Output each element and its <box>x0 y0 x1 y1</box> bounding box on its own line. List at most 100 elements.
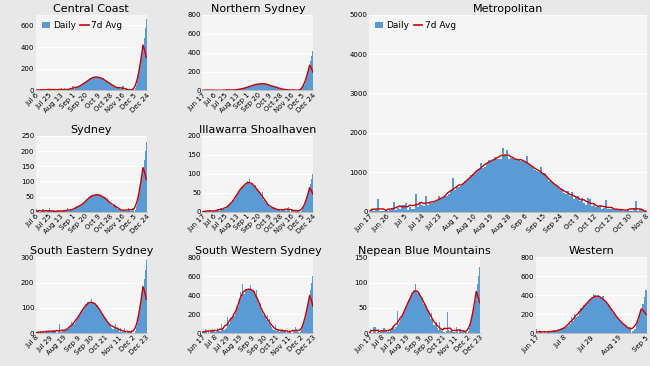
Bar <box>399 209 401 212</box>
Bar <box>575 197 577 212</box>
Bar <box>255 290 257 333</box>
Bar <box>260 84 261 90</box>
Bar <box>127 211 128 212</box>
Bar <box>560 330 561 333</box>
Bar <box>107 322 108 333</box>
Bar <box>429 315 430 333</box>
Bar <box>92 196 94 212</box>
Bar <box>378 329 379 333</box>
Bar <box>281 89 282 90</box>
Bar <box>417 207 419 212</box>
Bar <box>109 84 110 90</box>
Bar <box>238 306 239 333</box>
Bar <box>396 208 399 212</box>
Bar <box>84 83 86 90</box>
Bar <box>227 205 228 212</box>
Bar <box>221 324 222 333</box>
Bar <box>464 181 466 212</box>
Bar <box>400 320 401 333</box>
Bar <box>265 316 266 333</box>
Bar <box>242 186 244 212</box>
Bar <box>98 195 99 212</box>
Bar <box>277 87 278 90</box>
Title: Central Coast: Central Coast <box>53 4 129 14</box>
Bar <box>76 206 77 212</box>
Bar <box>78 315 79 333</box>
Bar <box>419 203 421 212</box>
Bar <box>637 211 639 212</box>
Bar <box>545 177 547 212</box>
Bar <box>265 83 266 90</box>
Bar <box>522 160 524 212</box>
Bar <box>67 208 68 212</box>
Bar <box>457 329 458 333</box>
Bar <box>286 210 287 212</box>
Bar <box>137 202 138 212</box>
Bar <box>307 74 308 90</box>
Bar <box>561 328 563 333</box>
Bar <box>70 326 72 333</box>
Bar <box>288 332 289 333</box>
Bar <box>311 56 313 90</box>
Bar <box>210 330 211 333</box>
Bar <box>640 310 642 333</box>
Bar <box>271 326 272 333</box>
Bar <box>244 185 246 212</box>
Bar <box>443 332 445 333</box>
Bar <box>422 206 424 212</box>
Bar <box>241 187 242 212</box>
Bar <box>384 328 385 333</box>
Bar <box>406 307 407 333</box>
Bar <box>213 211 215 212</box>
Bar <box>590 300 592 333</box>
Bar <box>64 330 66 333</box>
Bar <box>298 211 299 212</box>
Bar <box>292 89 294 90</box>
Bar <box>257 189 258 212</box>
Bar <box>541 173 543 212</box>
Bar <box>401 205 403 212</box>
Bar <box>306 200 307 212</box>
Bar <box>421 205 422 212</box>
Bar <box>463 331 465 333</box>
Bar <box>220 331 221 333</box>
Bar <box>301 211 302 212</box>
Bar <box>274 209 276 212</box>
Bar <box>300 332 301 333</box>
Bar <box>78 87 79 90</box>
Bar <box>247 181 248 212</box>
Bar <box>261 197 263 212</box>
Bar <box>586 303 588 333</box>
Bar <box>136 206 137 212</box>
Bar <box>607 305 608 333</box>
Bar <box>124 211 125 212</box>
Bar <box>66 330 67 333</box>
Bar <box>276 330 277 333</box>
Bar <box>490 161 492 212</box>
Bar <box>55 211 56 212</box>
Bar <box>227 317 228 333</box>
Bar <box>248 87 249 90</box>
Bar <box>205 330 207 333</box>
Bar <box>48 89 49 90</box>
Bar <box>402 315 404 333</box>
Bar <box>288 207 289 212</box>
Bar <box>235 198 236 212</box>
Bar <box>287 208 288 212</box>
Bar <box>89 79 90 90</box>
Bar <box>86 200 87 212</box>
Bar <box>460 186 462 212</box>
Bar <box>237 306 238 333</box>
Bar <box>94 77 95 90</box>
Bar <box>543 173 545 212</box>
Bar <box>426 205 428 212</box>
Bar <box>577 316 578 333</box>
Bar <box>97 78 98 90</box>
Bar <box>120 209 122 212</box>
Bar <box>75 322 76 333</box>
Bar <box>114 87 116 90</box>
Bar <box>260 194 261 212</box>
Bar <box>70 210 72 212</box>
Bar <box>144 151 146 212</box>
Bar <box>381 211 383 212</box>
